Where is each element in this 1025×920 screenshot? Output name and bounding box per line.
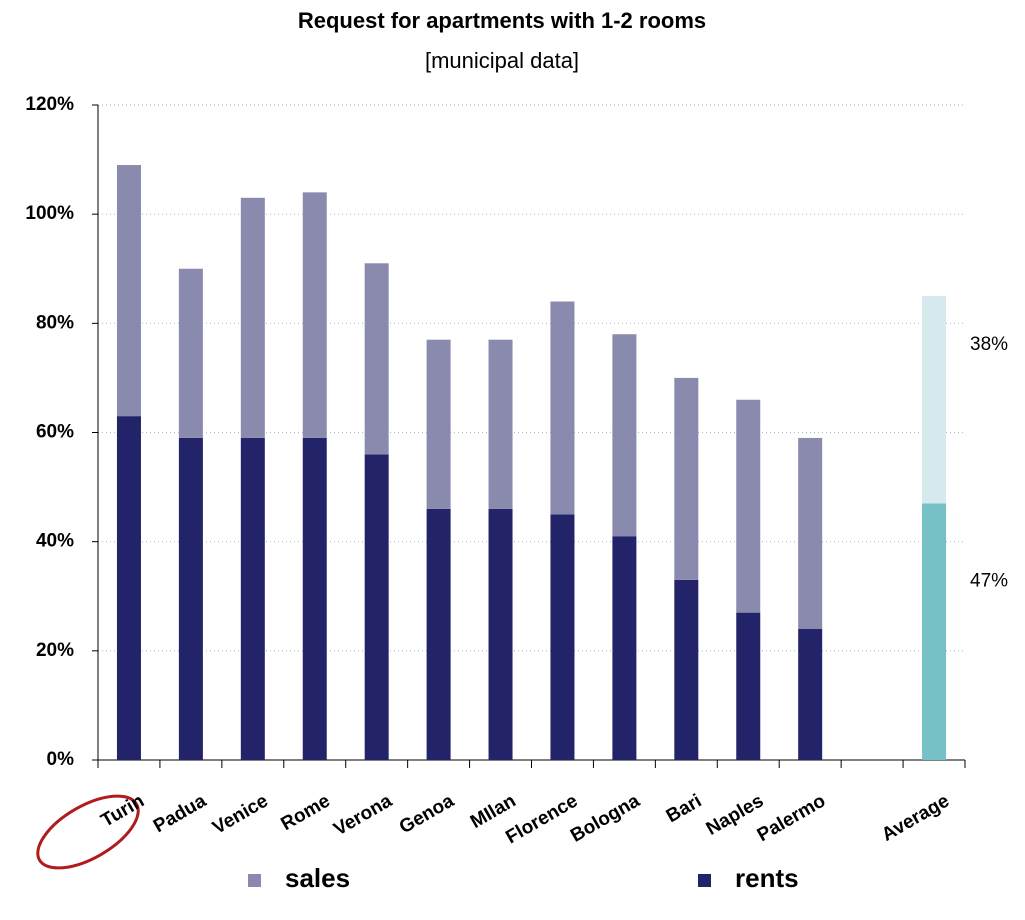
legend-label: sales: [285, 863, 350, 893]
y-tick-label: 20%: [36, 640, 74, 661]
chart-title: Request for apartments with 1-2 rooms: [298, 8, 706, 33]
legend-swatch: [248, 874, 261, 887]
bar-segment: [116, 416, 141, 760]
x-tick-label: Genoa: [396, 790, 458, 838]
y-tick-label: 80%: [36, 312, 74, 333]
bar-segment: [922, 296, 947, 504]
bar-segment: [302, 437, 327, 760]
bar-segment: [240, 197, 265, 438]
bar-segment: [364, 263, 389, 455]
y-tick-label: 40%: [36, 531, 74, 552]
bar-segment: [116, 165, 141, 417]
bar-segment: [240, 437, 265, 760]
legend-swatch: [698, 874, 711, 887]
x-tick-label: Bari: [663, 790, 706, 827]
bar-segment: [550, 301, 575, 515]
bar-segment: [674, 377, 699, 580]
bar-segment: [302, 192, 327, 438]
y-tick-label: 60%: [36, 422, 74, 443]
bar-segment: [550, 514, 575, 760]
x-tick-label: Palermo: [754, 790, 829, 846]
bar-segment: [426, 339, 451, 509]
x-tick-label: Verona: [330, 790, 396, 840]
bar-segment: [612, 536, 637, 760]
chart-subtitle: [municipal data]: [425, 48, 579, 73]
x-tick-label: Bologna: [567, 790, 644, 846]
bar-segment: [488, 508, 513, 760]
x-tick-label: Average: [878, 790, 953, 845]
legend-label: rents: [735, 863, 799, 893]
bar-segment: [178, 437, 203, 760]
bar-segment: [798, 437, 823, 629]
bar-segment: [922, 503, 947, 760]
x-tick-label: Padua: [150, 790, 210, 837]
bar-segment: [736, 612, 761, 760]
y-tick-label: 100%: [25, 203, 74, 224]
highlight-circle: [36, 794, 140, 870]
bar-segment: [426, 508, 451, 760]
x-tick-label: Florence: [502, 790, 581, 848]
bar-segment: [798, 629, 823, 760]
value-label: 47%: [970, 571, 1008, 592]
bar-segment: [178, 268, 203, 438]
bar-segment: [364, 454, 389, 760]
y-tick-label: 120%: [25, 94, 74, 115]
y-tick-label: 0%: [47, 749, 75, 770]
bar-segment: [488, 339, 513, 509]
bar-segment: [736, 399, 761, 613]
bar-segment: [674, 579, 699, 760]
bar-segment: [612, 334, 637, 537]
x-tick-label: Venice: [209, 790, 272, 838]
value-label: 38%: [970, 334, 1008, 355]
x-tick-label: Rome: [278, 790, 334, 835]
